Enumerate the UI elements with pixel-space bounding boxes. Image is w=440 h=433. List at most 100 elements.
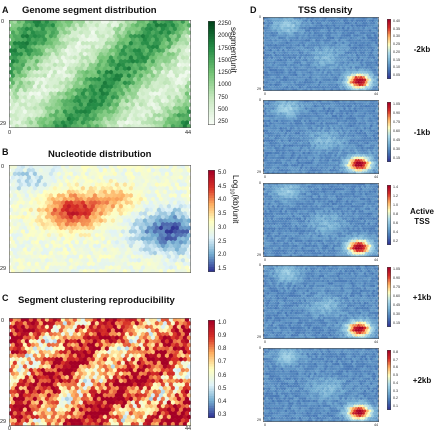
hex-cell	[64, 318, 70, 323]
hex-cell	[134, 356, 140, 362]
hex-cell	[58, 123, 64, 128]
hex-cell	[60, 360, 66, 366]
hex-cell	[30, 328, 36, 334]
hex-cell	[138, 175, 144, 181]
hex-cell	[44, 353, 50, 359]
hex-cell	[273, 21, 276, 25]
hex-cell	[130, 58, 136, 64]
hex-cell	[70, 268, 76, 273]
hex-cell	[116, 346, 122, 352]
hex-cell	[30, 225, 36, 231]
hex-cell	[364, 46, 368, 50]
hex-cell	[24, 418, 30, 424]
hex-cell	[334, 36, 338, 40]
hex-cell	[160, 338, 166, 344]
hex-cell	[40, 105, 46, 111]
hex-cell	[362, 21, 366, 25]
hex-cell	[128, 250, 134, 256]
hex-cell	[76, 91, 82, 97]
hex-cell	[152, 403, 158, 409]
hex-cell	[92, 165, 98, 170]
hex-cell	[26, 414, 32, 420]
hex-cell	[90, 335, 96, 341]
hex-cell	[160, 91, 166, 97]
hex-cell	[34, 37, 40, 43]
hex-cell	[164, 171, 170, 177]
hex-cell	[112, 346, 118, 352]
hex-cell	[130, 407, 136, 413]
hex-cell	[296, 31, 299, 35]
hex-cell	[36, 26, 42, 32]
hex-cell	[343, 43, 346, 47]
hex-cell	[38, 239, 44, 245]
hex-cell	[338, 38, 341, 43]
hex-cell	[102, 37, 108, 43]
hex-cell	[152, 418, 158, 424]
hex-cell	[16, 403, 22, 409]
hex-cell	[172, 26, 178, 32]
hex-cell	[304, 24, 308, 28]
hex-cell	[82, 400, 88, 406]
hex-cell	[62, 342, 68, 348]
hex-cell	[184, 229, 190, 235]
hex-cell	[30, 37, 36, 43]
hex-cell	[359, 46, 363, 50]
hex-cell	[92, 396, 98, 402]
hex-cell	[66, 335, 72, 341]
hex-cell	[146, 349, 152, 355]
hex-cell	[168, 360, 174, 366]
hex-cell	[156, 69, 162, 75]
hex-cell	[50, 385, 56, 391]
hex-cell	[12, 374, 18, 380]
hex-cell	[148, 91, 154, 97]
hex-cell	[355, 43, 359, 47]
hex-cell	[90, 261, 96, 267]
hex-cell	[106, 356, 112, 362]
hex-cell	[42, 116, 48, 122]
hex-cell	[138, 320, 144, 326]
hex-cell	[38, 356, 44, 362]
hex-cell	[184, 165, 190, 170]
hex-cell	[96, 98, 102, 104]
hex-cell	[64, 353, 70, 359]
hex-cell	[108, 396, 114, 402]
hex-cell	[160, 62, 166, 68]
hex-cell	[70, 22, 76, 28]
hex-cell	[66, 254, 72, 260]
hex-cell	[118, 261, 124, 267]
hex-cell	[52, 382, 58, 388]
hex-cell	[52, 91, 58, 97]
hex-cell	[62, 392, 68, 398]
hex-cell	[96, 338, 102, 344]
hex-cell	[114, 356, 120, 362]
hex-cell	[158, 268, 164, 273]
hex-cell	[280, 36, 284, 40]
hex-cell	[60, 171, 66, 177]
hex-cell	[322, 43, 326, 47]
hex-cell	[276, 28, 280, 33]
hex-cell	[180, 200, 186, 206]
hex-cell	[140, 105, 146, 111]
hex-cell	[140, 76, 146, 82]
colorbar-step	[208, 52, 215, 56]
hex-cell	[42, 109, 48, 115]
hex-cell	[36, 105, 42, 111]
hex-cell	[50, 51, 56, 57]
hex-cell	[64, 410, 70, 416]
hex-cell	[34, 182, 40, 188]
hex-cell	[50, 414, 56, 420]
hex-cell	[98, 254, 104, 260]
hex-cell	[18, 378, 24, 384]
hex-cell	[172, 193, 178, 199]
hex-cell	[118, 73, 124, 79]
hex-cell	[321, 26, 325, 30]
hex-cell	[367, 21, 371, 25]
hex-cell	[120, 360, 126, 366]
hex-cell	[156, 410, 162, 416]
hex-cell	[118, 211, 124, 217]
hex-cell	[156, 318, 162, 323]
hex-cell	[30, 109, 36, 115]
hex-cell	[263, 51, 266, 55]
hex-cell	[263, 46, 266, 50]
hex-cell	[178, 44, 184, 50]
